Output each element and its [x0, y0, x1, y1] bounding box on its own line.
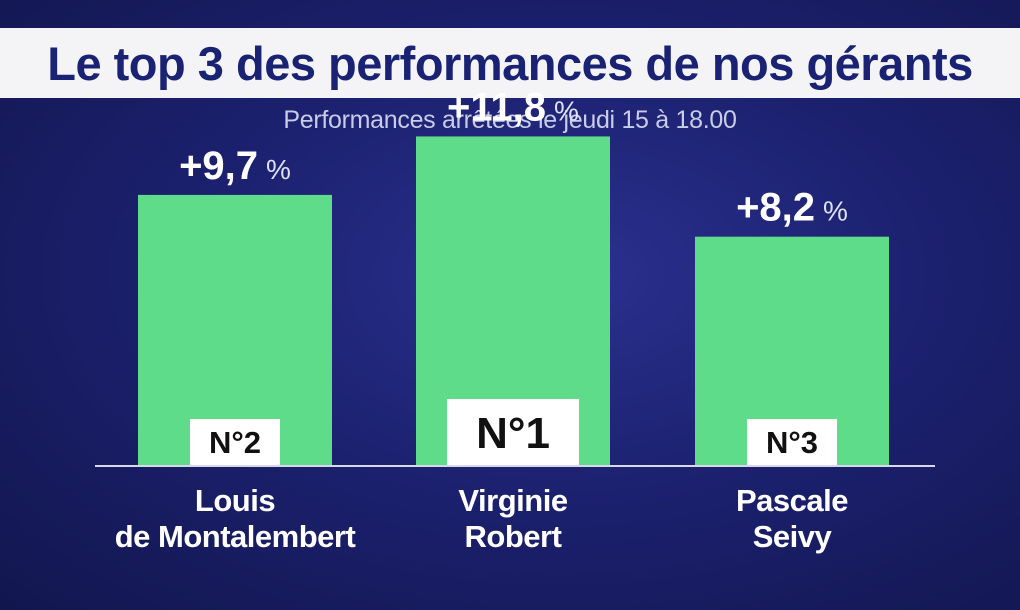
rank-box	[447, 399, 579, 465]
rank-box	[190, 419, 280, 465]
title-band: Le top 3 des performances de nos gérants	[0, 28, 1020, 98]
category-label: Louis	[195, 483, 275, 518]
chart-title: Le top 3 des performances de nos gérants	[47, 36, 973, 90]
category-label: Virginie	[458, 483, 567, 518]
data-label: +11,8%	[447, 85, 579, 129]
rank-label: N°2	[209, 425, 261, 460]
chart-subtitle: Performances arrêtées le jeudi 15 à 18.0…	[283, 106, 737, 134]
category-label: Robert	[465, 519, 562, 554]
rank-box	[747, 419, 837, 465]
category-label: Seivy	[753, 519, 833, 554]
rank-label: N°3	[766, 425, 818, 460]
rank-label: N°1	[476, 409, 550, 458]
category-label: Pascale	[736, 483, 848, 518]
category-label: de Montalembert	[115, 519, 356, 554]
data-label: +8,2%	[736, 186, 848, 230]
data-label: +9,7%	[179, 144, 291, 188]
